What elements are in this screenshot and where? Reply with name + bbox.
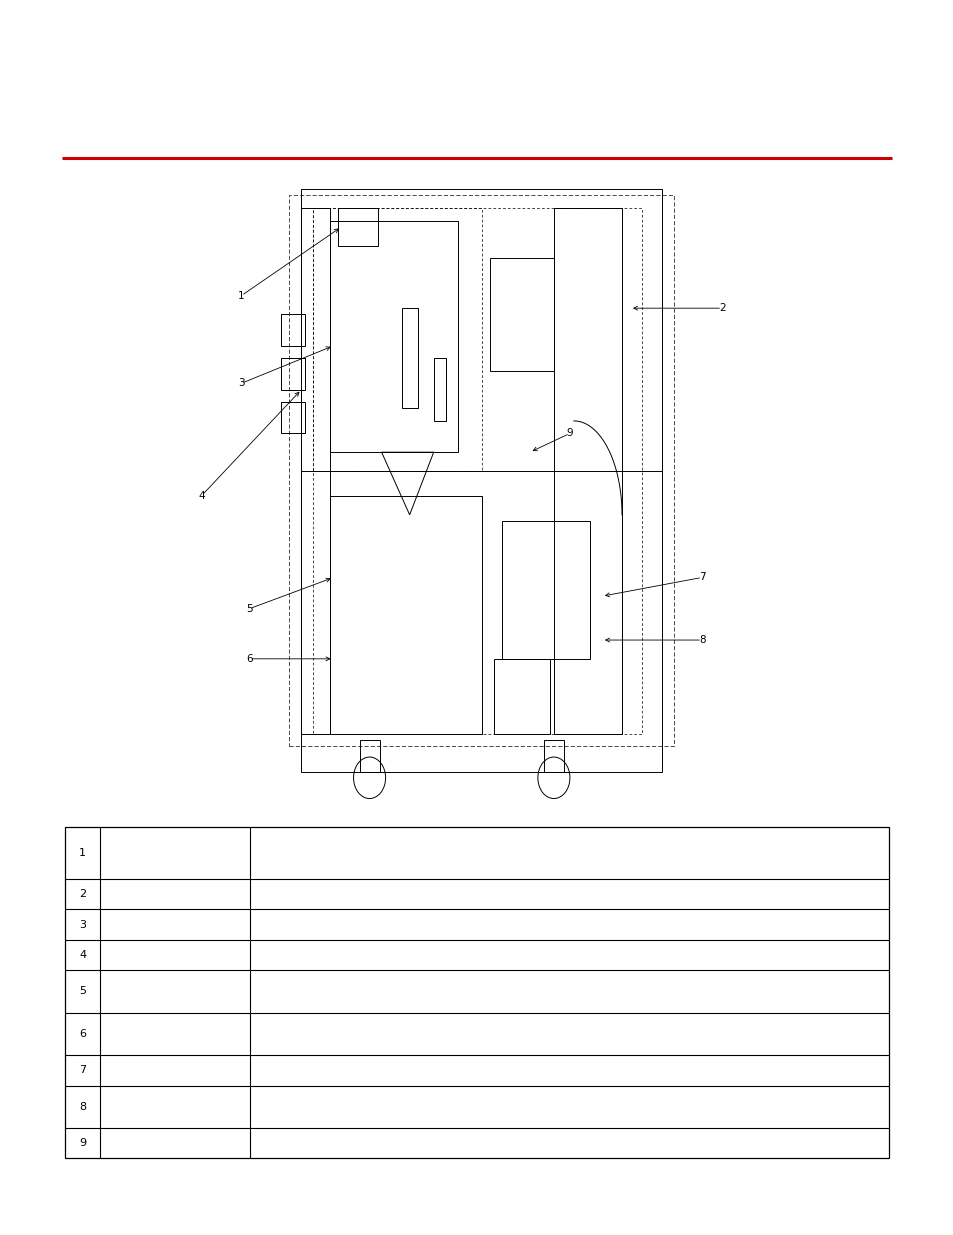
Bar — [329, 221, 457, 452]
Bar — [489, 258, 554, 370]
Bar — [289, 195, 674, 746]
Bar — [554, 207, 621, 734]
Bar — [281, 358, 305, 389]
Text: 3: 3 — [79, 920, 86, 930]
Text: 6: 6 — [246, 653, 253, 664]
Text: 9: 9 — [79, 1139, 86, 1149]
Text: 7: 7 — [79, 1066, 86, 1076]
Text: 1: 1 — [238, 290, 244, 300]
Text: 2: 2 — [719, 303, 724, 314]
Text: 3: 3 — [238, 378, 244, 388]
Bar — [65, 827, 888, 1158]
Text: 7: 7 — [699, 573, 704, 583]
Text: 9: 9 — [566, 429, 573, 438]
Bar — [314, 207, 481, 471]
Bar — [314, 207, 641, 734]
Text: 5: 5 — [79, 987, 86, 997]
Bar — [329, 496, 481, 734]
Bar — [337, 207, 377, 246]
Text: 6: 6 — [79, 1029, 86, 1039]
Bar — [359, 740, 379, 772]
Bar — [301, 207, 329, 734]
Bar — [281, 403, 305, 433]
Bar — [281, 315, 305, 346]
Text: 2: 2 — [79, 889, 86, 899]
Bar — [301, 189, 661, 772]
Text: 8: 8 — [79, 1102, 86, 1112]
Bar — [494, 658, 549, 734]
Bar — [401, 309, 417, 409]
Text: 5: 5 — [246, 604, 253, 614]
Text: 4: 4 — [198, 492, 204, 501]
Bar — [501, 521, 589, 658]
Bar — [543, 740, 563, 772]
Text: 8: 8 — [699, 635, 704, 645]
Text: 1: 1 — [79, 848, 86, 858]
Text: 4: 4 — [79, 950, 86, 960]
Bar — [434, 358, 445, 421]
